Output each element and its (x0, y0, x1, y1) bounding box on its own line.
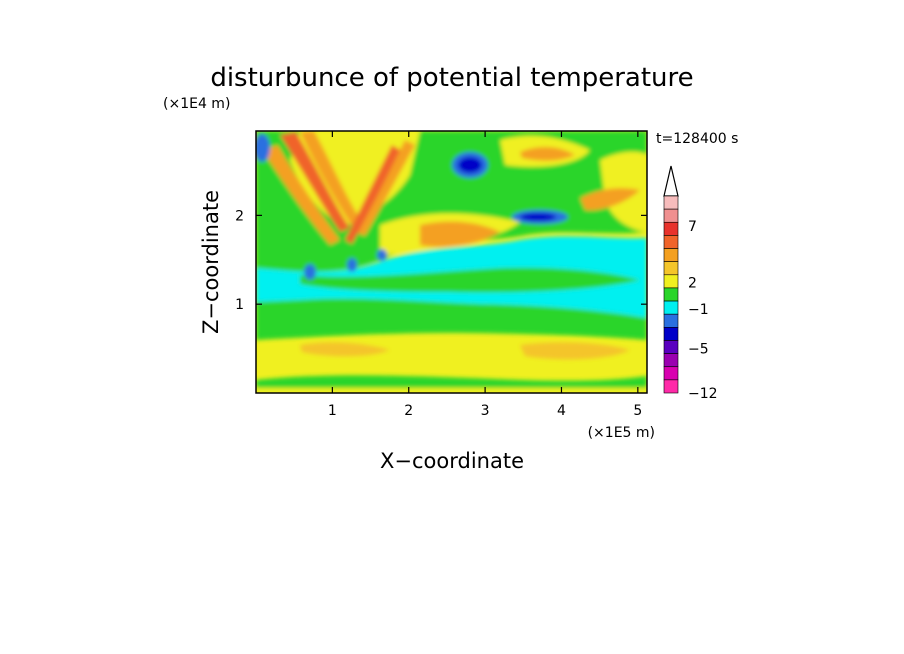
colorbar-segment (663, 300, 679, 315)
colorbar-segment (663, 235, 679, 249)
y-tick-label: 2 (235, 208, 244, 224)
colorbar-label: 2 (688, 276, 697, 292)
colorbar-segment (663, 274, 679, 289)
x-tick-label: 3 (481, 403, 490, 419)
contour-field (256, 131, 647, 393)
colorbar-segment (663, 340, 679, 354)
y-unit-label: (×1E4 m) (163, 96, 230, 112)
colorbar: 7 2 −1 −5 −12 (663, 165, 718, 402)
colorbar-label: 7 (688, 219, 697, 235)
colorbar-segment (663, 379, 679, 394)
colorbar-segment (663, 327, 679, 341)
colorbar-segment (663, 195, 679, 210)
colorbar-extend-arrow (663, 165, 679, 197)
x-axis: 1 2 3 4 5 (328, 131, 642, 419)
x-tick-label: 2 (404, 403, 413, 419)
colorbar-label: −5 (688, 341, 709, 357)
x-tick-label: 4 (557, 403, 566, 419)
colorbar-label: −12 (688, 386, 718, 402)
colorbar-segment (663, 261, 679, 276)
x-unit-label: (×1E5 m) (588, 425, 655, 441)
y-axis-title: Z−coordinate (199, 190, 223, 334)
colorbar-segment (663, 208, 679, 223)
chart-title: disturbunce of potential temperature (210, 63, 693, 93)
colorbar-label: −1 (688, 302, 709, 318)
colorbar-segment (663, 248, 679, 262)
colorbar-segment (663, 353, 679, 368)
x-tick-label: 1 (328, 403, 337, 419)
y-tick-label: 1 (235, 297, 244, 313)
x-axis-title: X−coordinate (380, 449, 524, 473)
colorbar-segment (663, 366, 679, 381)
colorbar-segment (663, 313, 679, 328)
x-tick-label: 5 (633, 403, 642, 419)
time-label: t=128400 s (656, 131, 738, 147)
y-axis: 12 (235, 208, 647, 313)
colorbar-segment (663, 221, 679, 236)
colorbar-segment (663, 287, 679, 302)
